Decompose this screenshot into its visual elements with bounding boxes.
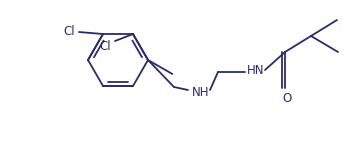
Text: HN: HN — [247, 63, 265, 76]
Text: O: O — [282, 92, 292, 105]
Text: Cl: Cl — [99, 39, 111, 52]
Text: Cl: Cl — [64, 24, 75, 38]
Text: NH: NH — [192, 85, 210, 99]
